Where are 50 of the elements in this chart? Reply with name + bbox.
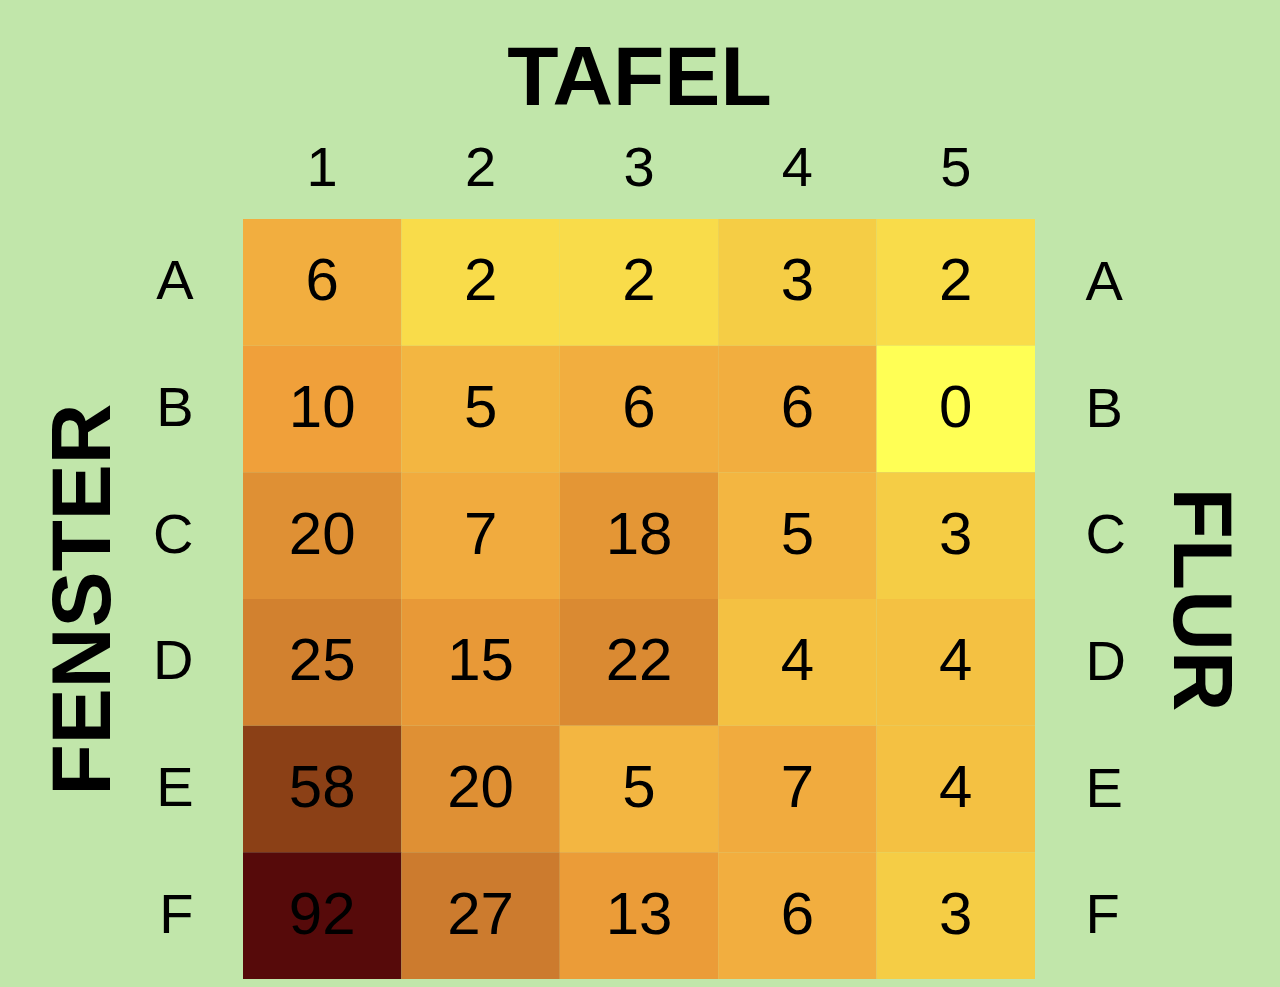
y-tick-label: D bbox=[153, 628, 194, 692]
x-tick-label: 5 bbox=[940, 134, 972, 198]
data-label: 5 bbox=[780, 499, 815, 567]
data-label: 0 bbox=[939, 373, 973, 440]
data-label: 4 bbox=[780, 626, 815, 694]
data-label: 3 bbox=[939, 499, 973, 567]
y-tick-label: E bbox=[156, 755, 194, 818]
data-label: 2 bbox=[622, 246, 656, 314]
y2-axis-title: FLUR bbox=[1155, 487, 1250, 712]
data-label: 6 bbox=[780, 879, 815, 947]
data-label: 25 bbox=[288, 626, 356, 694]
data-label: 15 bbox=[447, 626, 514, 694]
y2-tick-label: C bbox=[1085, 502, 1126, 566]
data-label: 5 bbox=[622, 753, 656, 820]
data-label: 92 bbox=[288, 879, 356, 947]
data-label: 22 bbox=[605, 626, 673, 694]
data-label: 2 bbox=[463, 246, 498, 314]
data-label: 10 bbox=[288, 373, 356, 440]
data-label: 27 bbox=[447, 879, 514, 947]
data-label: 7 bbox=[780, 753, 815, 820]
data-label: 3 bbox=[939, 879, 973, 947]
x-tick-label: 4 bbox=[781, 134, 813, 198]
x-tick-label: 1 bbox=[306, 134, 338, 198]
x-tick-label: 3 bbox=[623, 134, 655, 198]
data-label: 6 bbox=[305, 246, 339, 314]
data-label: 58 bbox=[288, 753, 356, 820]
data-label: 7 bbox=[463, 499, 498, 567]
y2-tick-label: B bbox=[1085, 375, 1123, 439]
y-tick-label: A bbox=[156, 248, 195, 312]
y2-tick-label: E bbox=[1085, 755, 1123, 819]
y-tick-label: F bbox=[159, 881, 194, 945]
x-axis-title: TAFEL bbox=[507, 28, 772, 123]
data-label: 13 bbox=[605, 879, 673, 947]
data-label: 6 bbox=[622, 373, 656, 440]
y2-tick-label: D bbox=[1085, 628, 1126, 692]
x-tick-label: 2 bbox=[465, 134, 497, 198]
y-axis-title: FENSTER bbox=[34, 403, 129, 796]
data-label: 5 bbox=[463, 373, 498, 440]
data-label: 18 bbox=[605, 499, 673, 567]
y-tick-label: B bbox=[156, 375, 194, 438]
data-label: 3 bbox=[780, 246, 815, 314]
data-label: 2 bbox=[939, 246, 973, 314]
y2-tick-label: A bbox=[1085, 248, 1124, 312]
data-label: 4 bbox=[939, 753, 973, 820]
data-label: 20 bbox=[288, 499, 356, 567]
y2-tick-label: F bbox=[1085, 882, 1120, 946]
data-label: 6 bbox=[780, 373, 815, 440]
data-label: 20 bbox=[447, 753, 514, 820]
y-tick-label: C bbox=[153, 501, 194, 565]
data-label: 4 bbox=[939, 626, 973, 694]
